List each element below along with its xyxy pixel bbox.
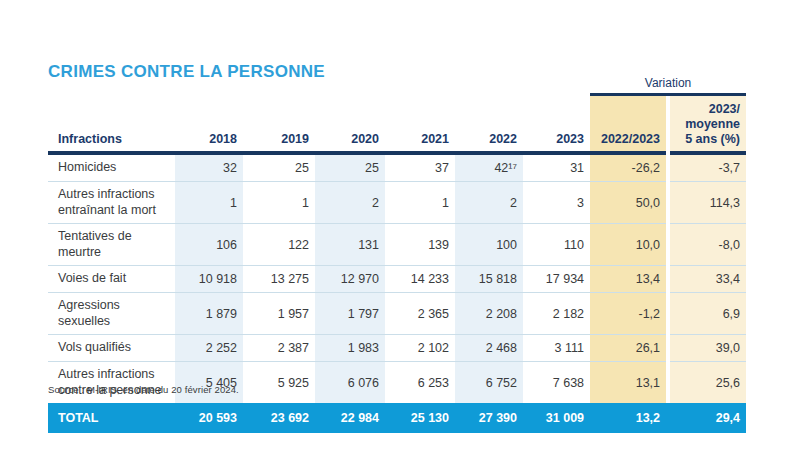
- total-value: 29,4: [670, 403, 746, 433]
- table-row-agressions-sexuelles: Agressions sexuelles 1 879 1 957 1 797 2…: [48, 292, 746, 334]
- value-cell: -3,7: [670, 155, 746, 181]
- value-cell: 1 797: [315, 292, 385, 334]
- value-cell: 2: [455, 181, 523, 223]
- value-cell: 7 638: [523, 361, 590, 403]
- table-row-voies-de-fait: Voies de fait 10 918 13 275 12 970 14 23…: [48, 265, 746, 292]
- value-cell: 6,9: [670, 292, 746, 334]
- column-header-2019: 2019: [243, 96, 315, 155]
- value-cell: 42¹⁷: [455, 155, 523, 181]
- value-cell: 10 918: [175, 265, 243, 292]
- value-cell: 13,1: [590, 361, 666, 403]
- column-header-2022: 2022: [455, 96, 523, 155]
- total-value: 27 390: [455, 403, 523, 433]
- value-cell: 1: [243, 181, 315, 223]
- value-cell: 3: [523, 181, 590, 223]
- value-cell: 1 957: [243, 292, 315, 334]
- total-value: 25 130: [385, 403, 455, 433]
- column-header-2020: 2020: [315, 96, 385, 155]
- row-label: Vols qualifiés: [48, 334, 175, 361]
- variation-group-header: Variation: [590, 70, 746, 96]
- variation-spacer: [48, 70, 590, 96]
- source-note: Source : M-IRIS, en date du 20 février 2…: [48, 384, 239, 395]
- value-cell: 100: [455, 223, 523, 265]
- value-cell: 5 925: [243, 361, 315, 403]
- value-cell: 25: [243, 155, 315, 181]
- total-value: 20 593: [175, 403, 243, 433]
- value-cell: 33,4: [670, 265, 746, 292]
- value-cell: 2 102: [385, 334, 455, 361]
- row-label: Voies de fait: [48, 265, 175, 292]
- column-header-row: Infractions 2018 2019 2020 2021 2022 202…: [48, 96, 746, 155]
- table-row-homicides: Homicides 32 25 25 37 42¹⁷ 31 -26,2 -3,7: [48, 155, 746, 181]
- value-cell: 25,6: [670, 361, 746, 403]
- column-header-2018: 2018: [175, 96, 243, 155]
- column-header-2021: 2021: [385, 96, 455, 155]
- row-label: Autres infractions entraînant la mort: [48, 181, 175, 223]
- value-cell: 2 387: [243, 334, 315, 361]
- value-cell: 106: [175, 223, 243, 265]
- value-cell: 2 468: [455, 334, 523, 361]
- value-cell: 131: [315, 223, 385, 265]
- total-row: TOTAL 20 593 23 692 22 984 25 130 27 390…: [48, 403, 746, 433]
- row-label: Homicides: [48, 155, 175, 181]
- variation-group-row: Variation: [48, 70, 746, 96]
- value-cell: 13 275: [243, 265, 315, 292]
- total-value: 13,2: [590, 403, 666, 433]
- value-cell: 26,1: [590, 334, 666, 361]
- value-cell: 110: [523, 223, 590, 265]
- value-cell: 3 111: [523, 334, 590, 361]
- value-cell: 2 182: [523, 292, 590, 334]
- value-cell: 12 970: [315, 265, 385, 292]
- value-cell: 1 879: [175, 292, 243, 334]
- value-cell: 10,0: [590, 223, 666, 265]
- row-label: Tentatives de meurtre: [48, 223, 175, 265]
- total-value: 22 984: [315, 403, 385, 433]
- value-cell: -26,2: [590, 155, 666, 181]
- value-cell: 1 983: [315, 334, 385, 361]
- value-cell: -8,0: [670, 223, 746, 265]
- column-header-2023-moyenne: 2023/ moyenne 5 ans (%): [670, 96, 746, 155]
- value-cell: 25: [315, 155, 385, 181]
- total-label: TOTAL: [48, 403, 175, 433]
- value-cell: 122: [243, 223, 315, 265]
- value-cell: 2: [315, 181, 385, 223]
- value-cell: 2 365: [385, 292, 455, 334]
- row-label: Agressions sexuelles: [48, 292, 175, 334]
- value-cell: 5 405: [175, 361, 243, 403]
- value-cell: 2 252: [175, 334, 243, 361]
- value-cell: 39,0: [670, 334, 746, 361]
- value-cell: 17 934: [523, 265, 590, 292]
- report-page: CRIMES CONTRE LA PERSONNE Variation Infr…: [0, 0, 800, 450]
- crimes-table: Variation Infractions 2018 2019 2020 202…: [48, 70, 746, 433]
- value-cell: 32: [175, 155, 243, 181]
- value-cell: -1,2: [590, 292, 666, 334]
- value-cell: 14 233: [385, 265, 455, 292]
- column-header-2022-2023: 2022/2023: [590, 96, 666, 155]
- total-value: 31 009: [523, 403, 590, 433]
- table-row-tentatives-meurtre: Tentatives de meurtre 106 122 131 139 10…: [48, 223, 746, 265]
- value-cell: 1: [175, 181, 243, 223]
- value-cell: 114,3: [670, 181, 746, 223]
- value-cell: 6 253: [385, 361, 455, 403]
- value-cell: 1: [385, 181, 455, 223]
- table-row-vols-qualifies: Vols qualifiés 2 252 2 387 1 983 2 102 2…: [48, 334, 746, 361]
- value-cell: 31: [523, 155, 590, 181]
- value-cell: 50,0: [590, 181, 666, 223]
- value-cell: 13,4: [590, 265, 666, 292]
- value-cell: 37: [385, 155, 455, 181]
- total-value: 23 692: [243, 403, 315, 433]
- value-cell: 15 818: [455, 265, 523, 292]
- column-header-infractions: Infractions: [48, 96, 175, 155]
- row-label: Autres infractions contre la personne: [48, 361, 175, 403]
- column-header-2023: 2023: [523, 96, 590, 155]
- value-cell: 139: [385, 223, 455, 265]
- value-cell: 6 076: [315, 361, 385, 403]
- table-row-autres-infractions-personne: Autres infractions contre la personne 5 …: [48, 361, 746, 403]
- value-cell: 6 752: [455, 361, 523, 403]
- table-row-autres-infractions-mort: Autres infractions entraînant la mort 1 …: [48, 181, 746, 223]
- value-cell: 2 208: [455, 292, 523, 334]
